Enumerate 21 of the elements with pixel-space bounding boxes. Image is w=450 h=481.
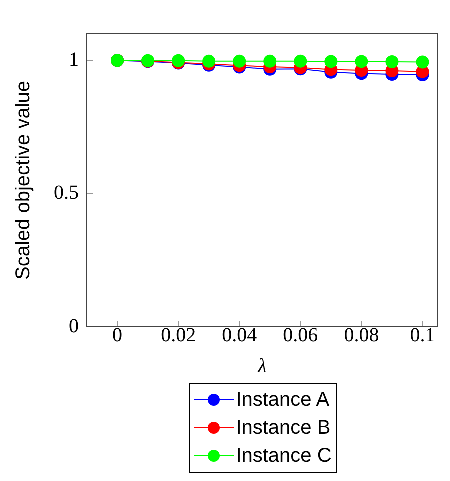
x-tick-label: 0.02 xyxy=(161,324,196,346)
x-tick-label: 0 xyxy=(112,324,123,346)
point xyxy=(233,54,246,68)
point xyxy=(202,54,216,68)
legend-label: Instance C xyxy=(236,444,332,469)
x-tick-label: 0.06 xyxy=(283,324,318,346)
y-tick-label: 1 xyxy=(69,48,79,71)
point xyxy=(294,54,308,68)
legend-label: Instance B xyxy=(236,416,331,441)
x-axis-title: λ xyxy=(257,355,268,378)
point xyxy=(416,56,430,69)
legend-label: Instance A xyxy=(236,388,330,413)
x-tick-label: 0.04 xyxy=(222,324,258,346)
x-tick-label: 0.08 xyxy=(344,324,380,346)
y-tick-label: 0.5 xyxy=(54,182,79,204)
x-tick-label: 0.1 xyxy=(410,324,436,346)
y-axis-title: Scaled objective value xyxy=(12,80,35,280)
point xyxy=(355,55,368,68)
point xyxy=(386,55,399,68)
point xyxy=(324,55,338,68)
point xyxy=(264,54,277,68)
